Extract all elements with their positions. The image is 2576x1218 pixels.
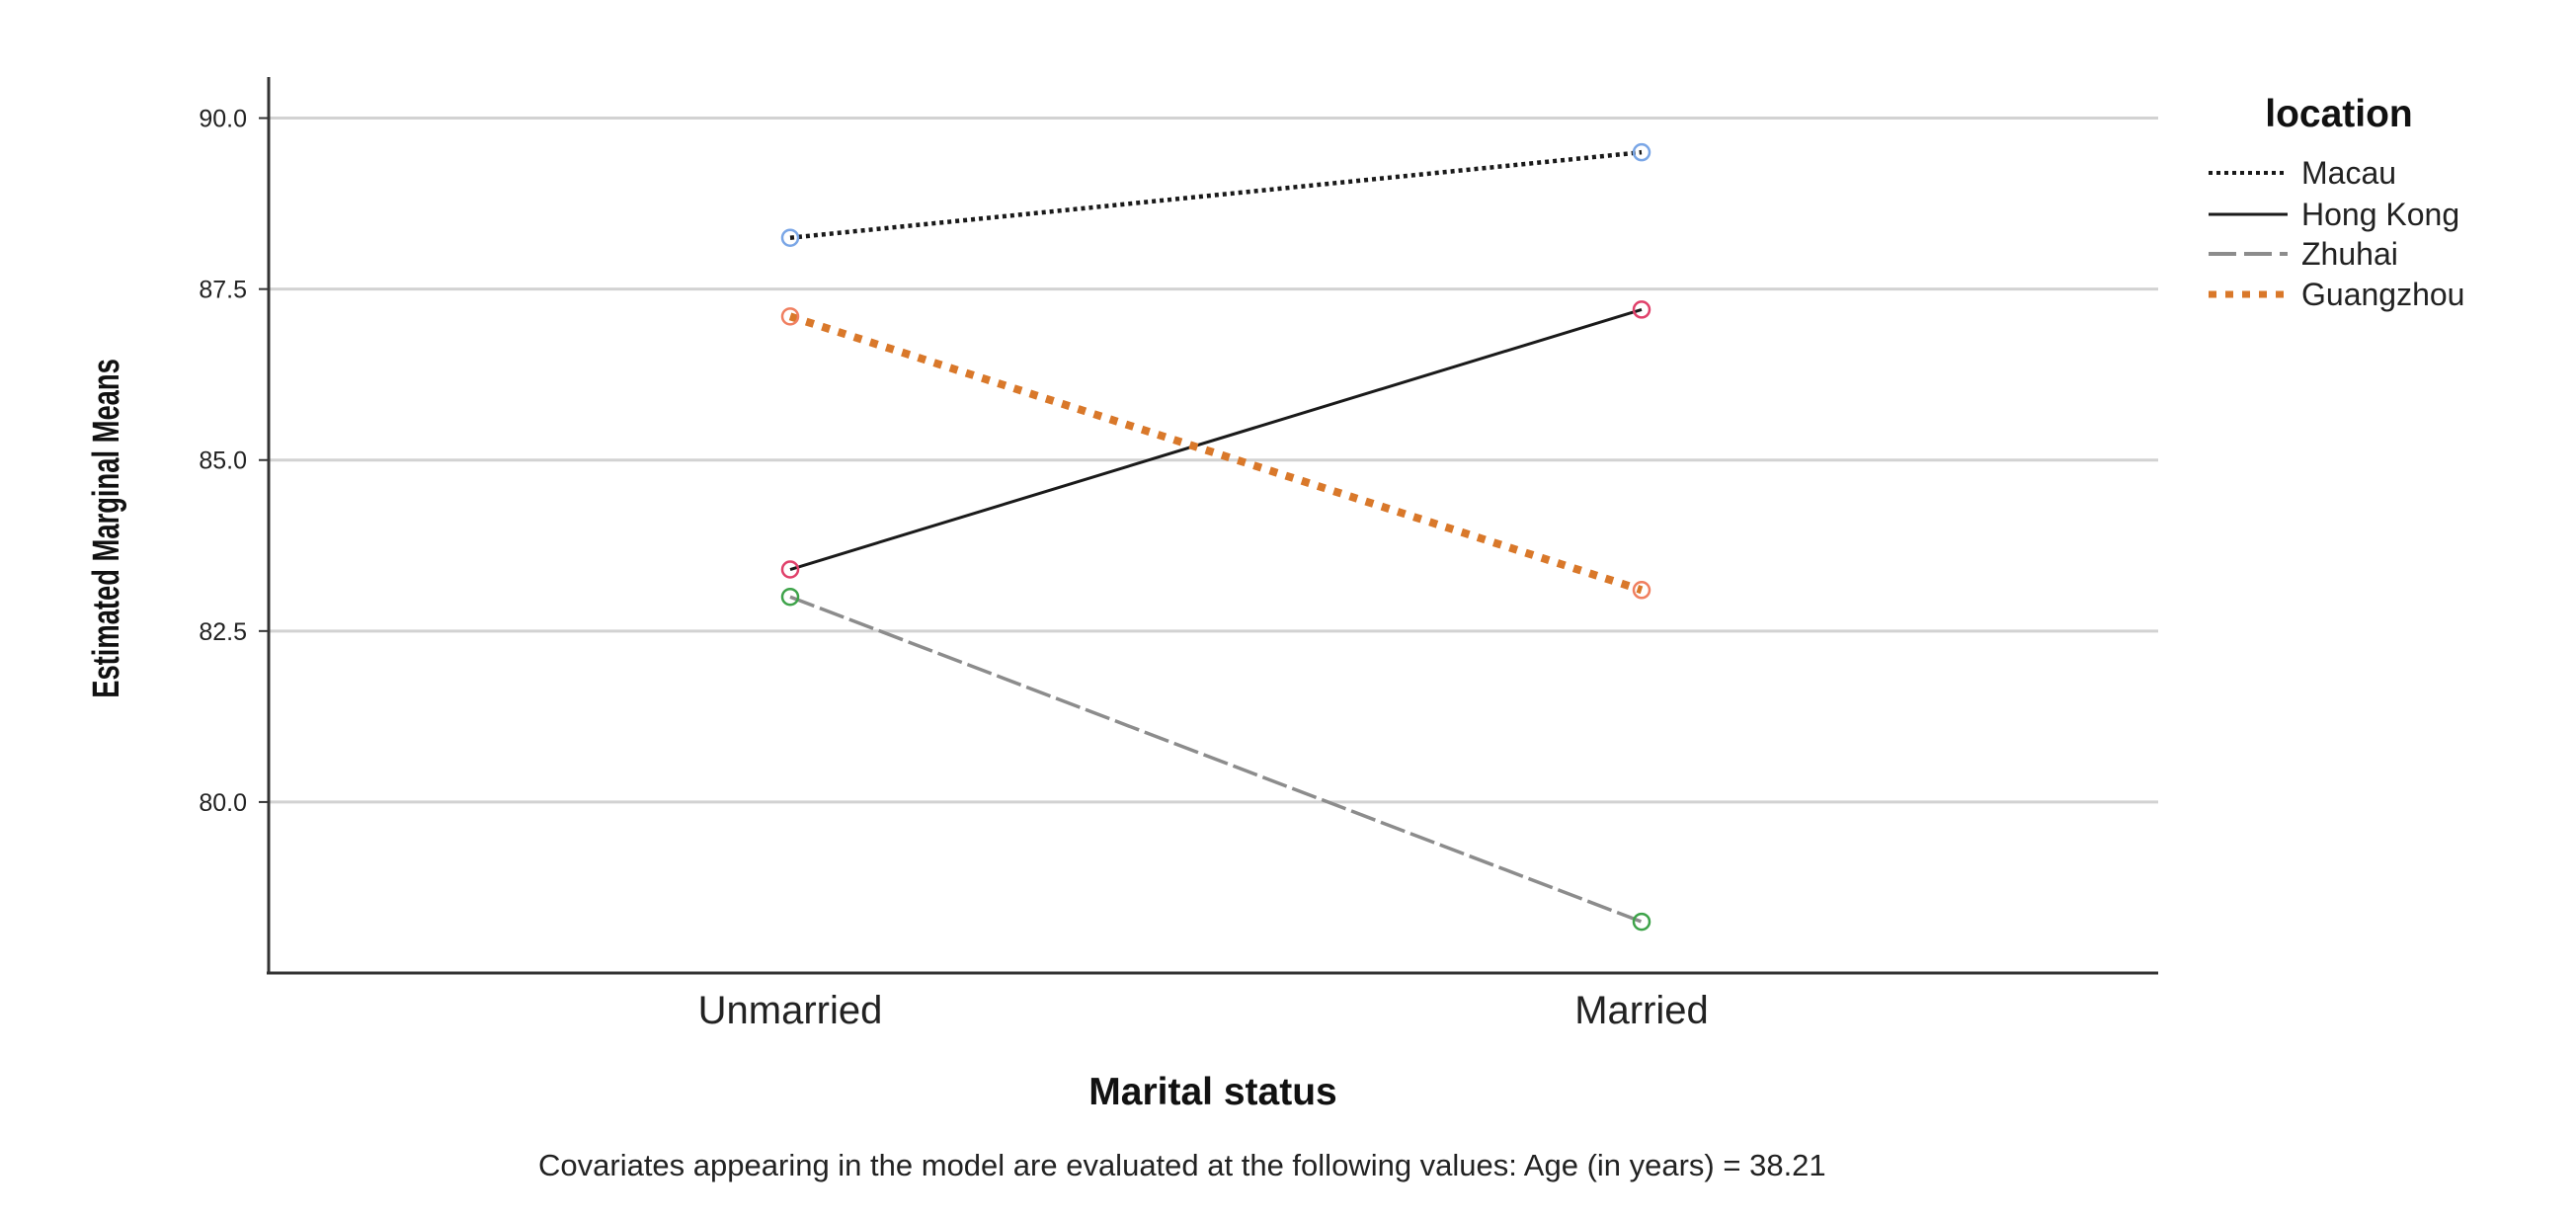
series-lines <box>788 149 1644 924</box>
legend-label: Zhuhai <box>2301 236 2398 272</box>
y-axis-title: Estimated Marginal Means <box>86 359 127 698</box>
data-point-guangzhou <box>1632 581 1651 600</box>
y-axis-ticks: 80.0 82.5 85.0 87.5 90.0 <box>199 106 269 817</box>
legend-label: Guangzhou <box>2301 277 2464 312</box>
data-point-hong-kong <box>780 560 800 579</box>
x-axis-title: Marital status <box>1088 1071 1336 1113</box>
data-point-macau <box>1632 142 1651 162</box>
data-point-zhuhai <box>780 587 800 607</box>
legend-title: location <box>2265 93 2413 135</box>
x-category-label: Unmarried <box>698 989 883 1032</box>
legend-label: Hong Kong <box>2301 197 2459 232</box>
series-line-zhuhai <box>789 595 1643 924</box>
gridlines <box>269 117 2158 804</box>
data-point-hong-kong <box>1632 300 1651 319</box>
y-tick-label: 90.0 <box>199 106 247 133</box>
x-category-label: Married <box>1574 989 1709 1032</box>
y-tick-label: 82.5 <box>199 618 247 646</box>
legend: Macau Hong Kong Zhuhai Guangzhou <box>2209 155 2464 312</box>
data-point-guangzhou <box>780 307 800 326</box>
y-tick-label: 87.5 <box>199 277 247 304</box>
series-line-macau <box>789 149 1643 240</box>
series-line-guangzhou <box>788 312 1644 595</box>
data-point-zhuhai <box>1632 912 1651 932</box>
x-axis-categories: Unmarried Married <box>698 989 1709 1032</box>
series-line-hong-kong <box>789 307 1643 571</box>
footnote: Covariates appearing in the model are ev… <box>538 1148 1826 1182</box>
y-tick-label: 85.0 <box>199 447 247 475</box>
y-tick-label: 80.0 <box>199 789 247 817</box>
legend-label: Macau <box>2301 155 2396 191</box>
series-markers <box>780 142 1651 932</box>
data-point-macau <box>780 228 800 247</box>
